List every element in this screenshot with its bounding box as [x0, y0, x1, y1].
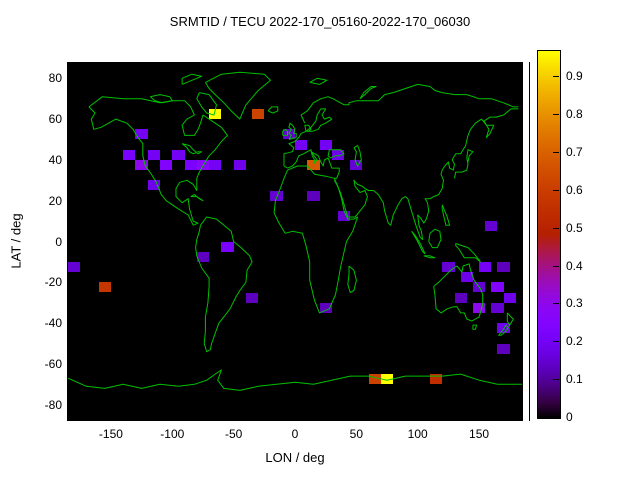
colorbar — [537, 50, 561, 419]
heatmap-cell — [491, 282, 504, 293]
colorbar-tick-label: 0.8 — [566, 107, 583, 122]
heatmap-cell — [429, 374, 443, 385]
heatmap-cell — [497, 323, 510, 334]
colorbar-tick-label: 0.4 — [566, 258, 583, 273]
heatmap-cell — [196, 251, 210, 262]
heatmap-cell — [337, 210, 351, 222]
colorbar-tick-mark — [553, 303, 559, 305]
heatmap-cell — [196, 159, 210, 171]
y-tick-label: -60 — [44, 356, 62, 371]
heatmap-cell — [472, 302, 486, 313]
y-tick-label: -80 — [44, 397, 62, 412]
x-tick-label: 150 — [469, 427, 490, 441]
heatmap-cell — [485, 221, 498, 232]
heatmap-cell — [503, 292, 516, 303]
colorbar-tick-label: 0.5 — [566, 220, 583, 235]
colorbar-tick-mark — [553, 227, 559, 229]
heatmap-cell — [147, 149, 161, 160]
heatmap-cell — [209, 108, 222, 120]
colorbar-tick-mark — [553, 379, 559, 381]
heatmap-cell — [319, 139, 332, 150]
y-tick-label: 60 — [48, 112, 62, 127]
x-tick-label: 0 — [291, 427, 299, 441]
colorbar-tick-label: 0.3 — [566, 296, 583, 311]
heatmap-cell — [282, 129, 295, 140]
heatmap-cell — [135, 159, 148, 171]
heatmap-cell — [295, 139, 308, 150]
heatmap-cell — [221, 241, 234, 252]
heatmap-cell — [491, 302, 504, 313]
x-tick-label: -100 — [160, 427, 185, 441]
heatmap-cell — [307, 190, 320, 201]
heatmap-cell — [460, 272, 473, 283]
heatmap-cell — [368, 374, 381, 385]
colorbar-tick-mark — [553, 152, 559, 154]
colorbar-tick-label: 0.1 — [566, 372, 583, 387]
plot-right-wall — [529, 62, 530, 421]
heatmap-cell — [497, 343, 510, 354]
y-tick-label: 40 — [48, 152, 62, 167]
heatmap-cell — [442, 261, 455, 273]
heatmap-cell — [472, 282, 486, 293]
colorbar-tick-label: 0.7 — [566, 145, 583, 160]
heatmap-cell — [135, 129, 148, 140]
y-tick-label: -40 — [44, 316, 62, 331]
colorbar-tick-label: 0.6 — [566, 182, 583, 197]
x-tick-label: 50 — [349, 427, 364, 441]
x-tick-label: -150 — [98, 427, 123, 441]
y-tick-label: 0 — [55, 234, 62, 249]
x-tick-label: -50 — [224, 427, 243, 441]
colorbar-tick-mark — [553, 76, 559, 78]
colorbar-tick-mark — [553, 417, 559, 418]
heatmap-cell — [454, 292, 467, 303]
plot-area — [67, 62, 523, 421]
heatmap-cell — [380, 374, 394, 385]
y-tick-label: 80 — [48, 71, 62, 86]
y-axis-label: LAT / deg — [8, 213, 24, 269]
colorbar-tick-mark — [553, 189, 559, 191]
heatmap-cell — [184, 159, 197, 171]
y-tick-label: -20 — [44, 275, 62, 290]
heatmap-cell — [160, 159, 173, 171]
heatmap-cell — [307, 159, 320, 171]
heatmap-cells — [68, 63, 522, 420]
chart-title: SRMTID / TECU 2022-170_05160-2022-170_06… — [169, 14, 471, 29]
heatmap-cell — [350, 159, 363, 171]
heatmap-cell — [270, 190, 283, 201]
colorbar-tick-mark — [553, 114, 559, 116]
heatmap-cell — [331, 149, 345, 160]
heatmap-cell — [497, 261, 510, 273]
heatmap-cell — [319, 302, 332, 313]
heatmap-cell — [123, 149, 136, 160]
x-axis-label: LON / deg — [265, 450, 325, 465]
heatmap-cell — [245, 292, 259, 303]
heatmap-cell — [233, 159, 246, 171]
heatmap-cell — [209, 159, 222, 171]
heatmap-cell — [68, 261, 81, 273]
colorbar-tick-label: 0.9 — [566, 69, 583, 84]
y-tick-label: 20 — [48, 193, 62, 208]
x-tick-label: 100 — [407, 427, 428, 441]
colorbar-tick-mark — [553, 341, 559, 343]
colorbar-tick-mark — [553, 265, 559, 267]
heatmap-cell — [479, 261, 492, 273]
heatmap-cell — [172, 149, 185, 160]
heatmap-cell — [98, 282, 111, 293]
colorbar-tick-label: 0 — [566, 410, 573, 424]
colorbar-tick-label: 0.2 — [566, 334, 583, 349]
heatmap-cell — [252, 108, 265, 120]
heatmap-cell — [147, 180, 161, 191]
